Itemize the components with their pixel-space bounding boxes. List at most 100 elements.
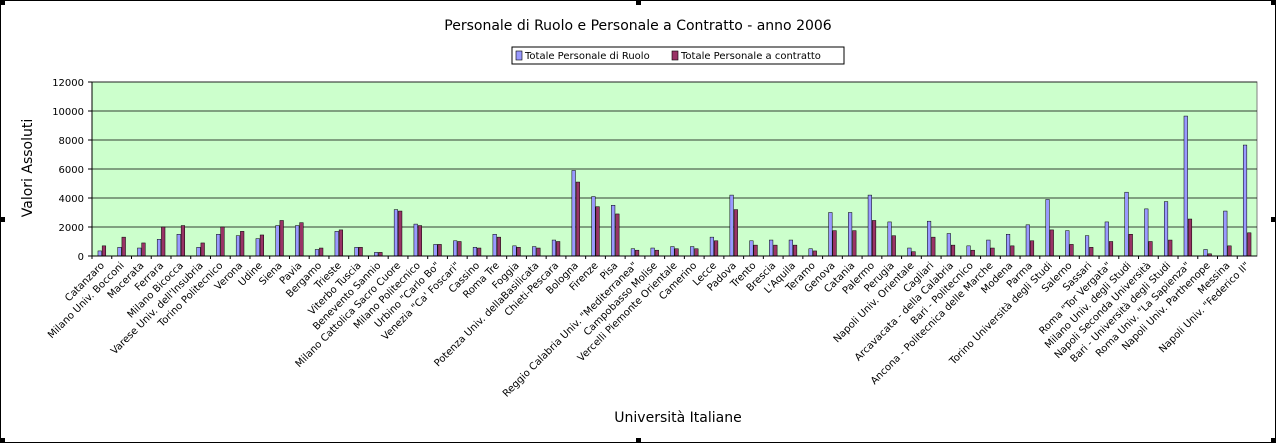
bar-ruolo-57: [1223, 210, 1228, 257]
bar-ruolo-36: [808, 248, 813, 257]
bar-contratto-55: [1187, 218, 1193, 257]
bar-contratto-41: [911, 251, 916, 257]
bar-ruolo-21: [512, 245, 517, 257]
bar-ruolo-47: [1025, 224, 1030, 257]
resize-handle-middle-right[interactable]: [1271, 217, 1276, 222]
resize-handle-bottom-left[interactable]: [0, 438, 5, 443]
bar-contratto-49: [1069, 244, 1074, 257]
resize-handle-top-center[interactable]: [636, 0, 641, 5]
bar-contratto-51: [1108, 241, 1114, 257]
resize-handle-top-right[interactable]: [1271, 0, 1276, 5]
bar-contratto-25: [595, 206, 600, 257]
bar-contratto-33: [753, 244, 758, 257]
bar-contratto-18: [457, 241, 462, 257]
bar-ruolo-12: [334, 231, 339, 257]
x-axis-title: Università Italiane: [614, 410, 741, 426]
bar-contratto-23: [556, 241, 561, 257]
y-axis-ticks: 0 2000 4000 6000 8000 10000 12000: [52, 78, 92, 263]
bar-ruolo-52: [1124, 191, 1129, 257]
bar-contratto-22: [536, 247, 541, 257]
legend-swatch-contratto: [671, 50, 679, 61]
bar-contratto-34: [773, 244, 778, 257]
resize-handle-middle-left[interactable]: [0, 217, 5, 222]
bar-contratto-21: [516, 247, 521, 257]
bar-ruolo-40: [887, 221, 892, 257]
bar-ruolo-58: [1242, 144, 1248, 257]
y-tick-label: 6000: [59, 165, 84, 176]
bar-contratto-17: [437, 244, 442, 257]
bar-ruolo-16: [413, 223, 418, 257]
bar-ruolo-23: [551, 239, 556, 257]
bar-ruolo-28: [650, 247, 655, 257]
legend: Totale Personale di Ruolo Totale Persona…: [511, 46, 845, 65]
bar-contratto-15: [398, 210, 403, 257]
bar-contratto-3: [161, 226, 166, 257]
bar-ruolo-37: [828, 212, 833, 257]
y-axis-title: Valori Assoluti: [20, 119, 36, 218]
bar-ruolo-32: [729, 194, 734, 257]
resize-handle-bottom-right[interactable]: [1271, 438, 1276, 443]
bar-contratto-45: [990, 247, 995, 257]
bar-ruolo-56: [1203, 249, 1208, 257]
bar-ruolo-10: [295, 225, 300, 257]
bar-ruolo-17: [433, 244, 438, 257]
bar-contratto-30: [694, 248, 699, 257]
bar-contratto-14: [378, 252, 383, 257]
bar-ruolo-33: [749, 240, 754, 257]
bar-ruolo-3: [156, 239, 162, 257]
bar-contratto-0: [101, 245, 107, 257]
bar-ruolo-54: [1163, 201, 1169, 257]
bar-ruolo-50: [1085, 235, 1090, 257]
bar-ruolo-44: [966, 245, 971, 257]
legend-swatch-ruolo: [515, 50, 523, 61]
bar-contratto-44: [970, 249, 975, 257]
bar-contratto-37: [832, 230, 837, 257]
bar-contratto-47: [1029, 240, 1035, 257]
bar-ruolo-5: [196, 247, 201, 257]
bar-ruolo-51: [1104, 221, 1109, 257]
bar-contratto-13: [358, 247, 363, 257]
y-tick-label: 0: [78, 252, 84, 263]
bar-ruolo-9: [275, 225, 280, 257]
bar-ruolo-7: [235, 235, 241, 257]
bar-ruolo-13: [354, 247, 359, 257]
bar-contratto-48: [1049, 229, 1054, 257]
resize-handle-top-left[interactable]: [0, 0, 5, 5]
bar-ruolo-48: [1045, 199, 1050, 257]
bars: [97, 115, 1252, 257]
bar-ruolo-25: [591, 196, 596, 257]
bar-contratto-28: [654, 249, 659, 257]
bar-contratto-8: [259, 234, 264, 257]
bar-contratto-39: [872, 220, 877, 257]
bar-ruolo-43: [946, 233, 951, 257]
bar-ruolo-0: [97, 250, 102, 257]
legend-label-contratto: Totale Personale a contratto: [680, 51, 821, 62]
bar-contratto-11: [319, 247, 324, 257]
y-tick-label: 12000: [52, 78, 84, 89]
bar-ruolo-49: [1065, 230, 1070, 257]
bar-ruolo-14: [374, 252, 379, 257]
y-tick-label: 4000: [59, 194, 84, 205]
bar-contratto-31: [714, 240, 719, 257]
bar-contratto-50: [1089, 247, 1094, 257]
chart-title: Personale di Ruolo e Personale a Contrat…: [444, 18, 832, 34]
bar-ruolo-29: [670, 246, 675, 257]
bar-ruolo-46: [1006, 234, 1011, 257]
bar-ruolo-53: [1144, 208, 1149, 257]
bar-ruolo-34: [769, 239, 774, 257]
bar-contratto-53: [1148, 241, 1153, 257]
bar-contratto-46: [1010, 245, 1015, 257]
bar-ruolo-4: [176, 234, 181, 257]
bar-contratto-1: [121, 236, 126, 257]
y-tick-label: 8000: [59, 136, 84, 147]
bar-contratto-36: [812, 250, 817, 257]
legend-label-ruolo: Totale Personale di Ruolo: [524, 51, 650, 62]
bar-contratto-27: [635, 249, 640, 257]
bar-contratto-42: [931, 236, 936, 257]
bar-contratto-52: [1128, 234, 1133, 257]
bar-ruolo-18: [453, 240, 458, 257]
resize-handle-bottom-center[interactable]: [636, 438, 641, 443]
bar-contratto-26: [615, 213, 620, 257]
bar-ruolo-35: [788, 239, 793, 257]
